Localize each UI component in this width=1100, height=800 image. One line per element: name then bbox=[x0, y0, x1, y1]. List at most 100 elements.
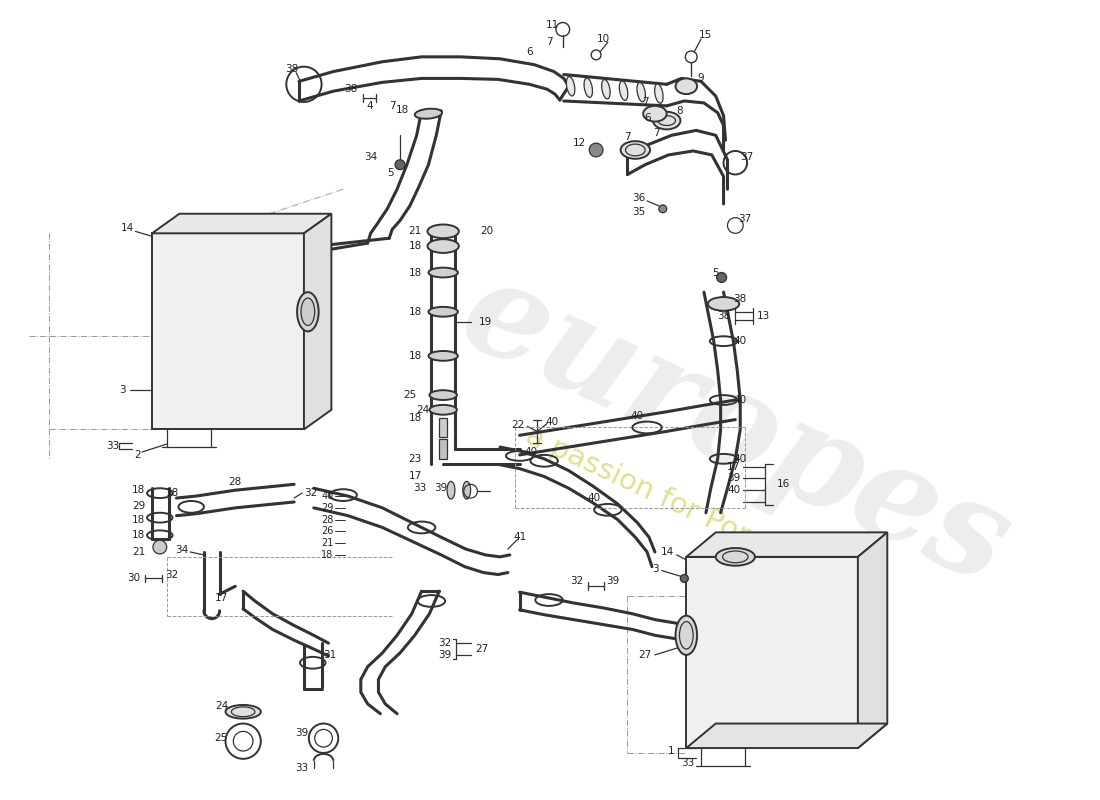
Text: 38: 38 bbox=[734, 294, 747, 304]
Text: 36: 36 bbox=[631, 193, 645, 203]
Text: 23: 23 bbox=[408, 454, 421, 464]
Ellipse shape bbox=[429, 307, 458, 317]
Text: 17: 17 bbox=[727, 462, 740, 472]
Ellipse shape bbox=[301, 298, 315, 326]
Text: 38: 38 bbox=[286, 64, 299, 74]
Text: 18: 18 bbox=[321, 550, 333, 560]
Ellipse shape bbox=[226, 705, 261, 718]
Ellipse shape bbox=[447, 482, 455, 499]
Text: 16: 16 bbox=[777, 479, 790, 490]
Text: 21: 21 bbox=[321, 538, 333, 548]
Text: 32: 32 bbox=[165, 570, 178, 579]
Polygon shape bbox=[152, 214, 331, 234]
Text: 18: 18 bbox=[408, 351, 421, 361]
Text: a passion for Porsche 1985: a passion for Porsche 1985 bbox=[521, 422, 891, 614]
Text: 39: 39 bbox=[438, 650, 451, 660]
Text: 5: 5 bbox=[387, 167, 394, 178]
Text: 40: 40 bbox=[630, 410, 644, 421]
Text: 34: 34 bbox=[175, 545, 188, 555]
Text: 18: 18 bbox=[166, 488, 179, 498]
Polygon shape bbox=[686, 557, 858, 748]
Ellipse shape bbox=[428, 239, 459, 253]
Text: 40: 40 bbox=[321, 491, 333, 501]
Polygon shape bbox=[858, 532, 888, 748]
Ellipse shape bbox=[654, 84, 663, 103]
Text: 32: 32 bbox=[570, 576, 583, 586]
Text: 17: 17 bbox=[408, 471, 421, 482]
Text: 21: 21 bbox=[132, 547, 145, 557]
Text: 3: 3 bbox=[119, 385, 125, 395]
Circle shape bbox=[153, 540, 167, 554]
Text: 40: 40 bbox=[734, 336, 747, 346]
Text: 37: 37 bbox=[740, 152, 754, 162]
Ellipse shape bbox=[415, 109, 442, 118]
Text: 15: 15 bbox=[700, 30, 713, 40]
Text: 7: 7 bbox=[546, 37, 552, 47]
Text: 18: 18 bbox=[408, 413, 421, 422]
Text: 18: 18 bbox=[132, 486, 145, 495]
Ellipse shape bbox=[463, 482, 471, 499]
Circle shape bbox=[681, 574, 689, 582]
Text: 39: 39 bbox=[434, 483, 448, 494]
Text: 10: 10 bbox=[596, 34, 609, 44]
Ellipse shape bbox=[675, 616, 697, 655]
Ellipse shape bbox=[429, 351, 458, 361]
Circle shape bbox=[659, 205, 667, 213]
Ellipse shape bbox=[584, 78, 593, 98]
Text: 28: 28 bbox=[229, 478, 242, 487]
Text: 18: 18 bbox=[408, 241, 421, 251]
Text: 32: 32 bbox=[438, 638, 451, 648]
Circle shape bbox=[717, 273, 726, 282]
Text: 37: 37 bbox=[738, 214, 751, 224]
Bar bbox=[439, 418, 447, 438]
Text: 20: 20 bbox=[481, 226, 494, 236]
Text: 39: 39 bbox=[296, 728, 309, 738]
Polygon shape bbox=[686, 723, 888, 748]
Text: 33: 33 bbox=[296, 762, 309, 773]
Bar bbox=[439, 439, 447, 459]
Text: 34: 34 bbox=[364, 152, 377, 162]
Text: 26: 26 bbox=[321, 526, 333, 536]
Text: 32: 32 bbox=[304, 488, 317, 498]
Text: 39: 39 bbox=[606, 576, 619, 586]
Text: 18: 18 bbox=[132, 530, 145, 540]
Ellipse shape bbox=[429, 268, 458, 278]
Text: 7: 7 bbox=[653, 128, 660, 138]
Ellipse shape bbox=[619, 81, 628, 100]
Text: 33: 33 bbox=[682, 758, 695, 768]
Polygon shape bbox=[304, 214, 331, 430]
Text: 14: 14 bbox=[121, 223, 134, 234]
Text: 6: 6 bbox=[526, 47, 532, 57]
Ellipse shape bbox=[637, 82, 646, 102]
Text: 31: 31 bbox=[323, 650, 337, 660]
Text: 2: 2 bbox=[134, 450, 141, 460]
Text: 39: 39 bbox=[727, 474, 740, 483]
Text: 24: 24 bbox=[416, 405, 429, 415]
Text: 7: 7 bbox=[624, 132, 630, 142]
Text: 27: 27 bbox=[475, 644, 488, 654]
Text: 18: 18 bbox=[408, 306, 421, 317]
Text: 35: 35 bbox=[631, 206, 645, 217]
Text: 11: 11 bbox=[546, 21, 559, 30]
Text: 25: 25 bbox=[404, 390, 417, 400]
Ellipse shape bbox=[297, 292, 319, 331]
Ellipse shape bbox=[620, 141, 650, 159]
Text: 3: 3 bbox=[652, 564, 659, 574]
Text: 27: 27 bbox=[639, 650, 652, 660]
Ellipse shape bbox=[602, 79, 610, 99]
Ellipse shape bbox=[653, 112, 681, 130]
Ellipse shape bbox=[428, 225, 459, 238]
Text: 12: 12 bbox=[573, 138, 586, 148]
Text: 28: 28 bbox=[321, 514, 333, 525]
Text: 29: 29 bbox=[321, 503, 333, 513]
Text: 6: 6 bbox=[644, 113, 650, 122]
Text: 38: 38 bbox=[717, 310, 730, 321]
Text: 18: 18 bbox=[132, 514, 145, 525]
Text: 40: 40 bbox=[587, 493, 601, 503]
Text: 7: 7 bbox=[389, 101, 396, 111]
Text: 40: 40 bbox=[546, 417, 559, 426]
Polygon shape bbox=[152, 234, 304, 430]
Text: 40: 40 bbox=[734, 395, 747, 405]
Text: 7: 7 bbox=[641, 97, 648, 107]
Text: europes: europes bbox=[441, 246, 1030, 612]
